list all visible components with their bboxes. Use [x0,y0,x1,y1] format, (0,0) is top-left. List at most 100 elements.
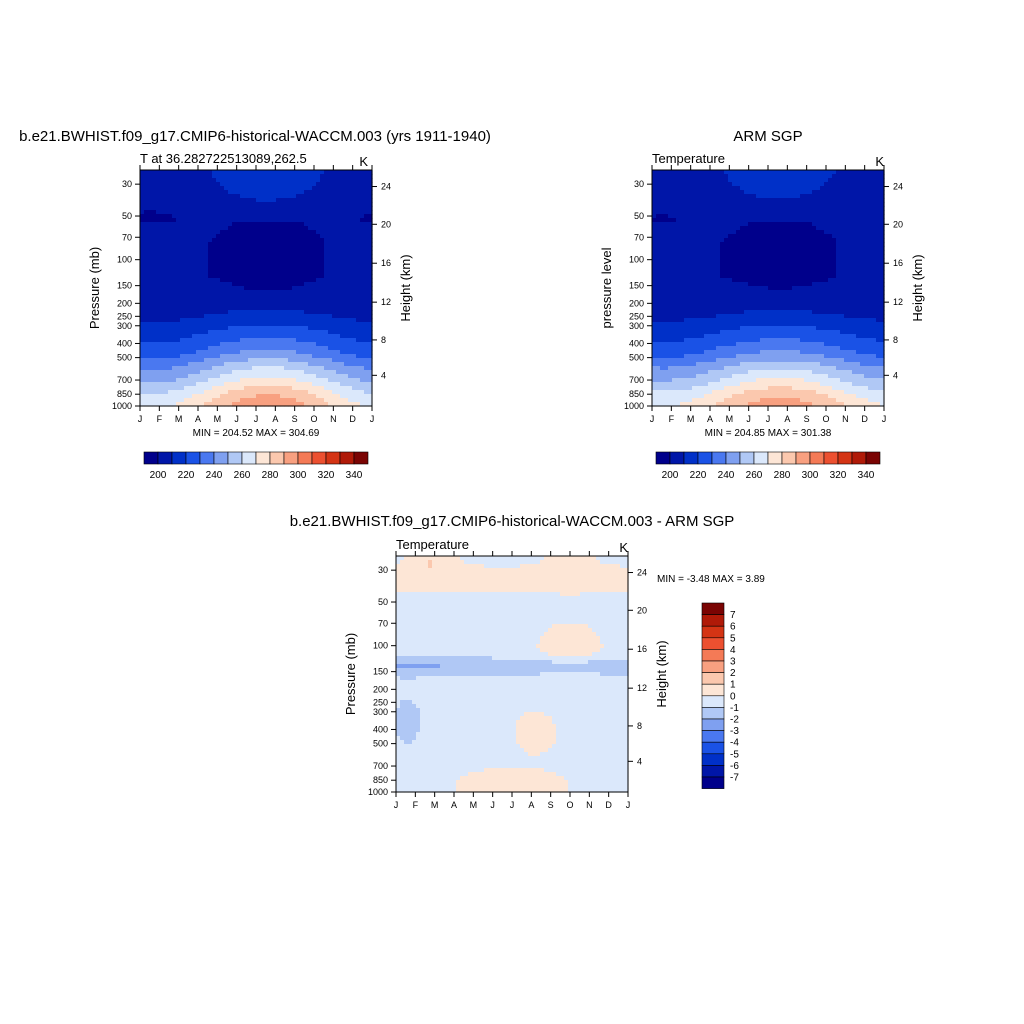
field-cell [336,354,341,359]
field-cell [260,402,265,407]
field-cell [228,250,233,255]
field-cell [364,290,369,295]
field-cell [812,266,817,271]
field-cell [860,238,865,243]
field-cell [268,214,273,219]
field-cell [356,302,361,307]
field-cell [156,238,161,243]
field-cell [824,190,829,195]
field-cell [276,298,281,303]
field-cell [344,298,349,303]
field-cell [220,186,225,191]
field-cell [872,214,877,219]
field-cell [368,386,373,391]
field-cell [244,198,249,203]
field-cell [332,250,337,255]
field-cell [276,254,281,259]
field-cell [760,194,765,199]
field-cell [748,254,753,259]
field-cell [672,198,677,203]
field-cell [676,206,681,211]
field-cell [152,286,157,291]
field-cell [792,258,797,263]
field-cell [248,342,253,347]
field-cell [168,226,173,231]
field-cell [248,198,253,203]
field-cell [336,182,341,187]
field-cell [300,258,305,263]
field-cell [332,266,337,271]
field-cell [344,226,349,231]
field-cell [336,214,341,219]
field-cell [876,214,881,219]
field-cell [252,350,257,355]
field-cell [696,254,701,259]
field-cell [288,362,293,367]
field-cell [280,394,285,399]
field-cell [240,382,245,387]
field-cell [840,174,845,179]
field-cell [772,178,777,183]
field-cell [828,242,833,247]
field-cell [784,194,789,199]
field-cell [740,198,745,203]
field-cell [780,246,785,251]
field-cell [236,242,241,247]
field-cell [184,378,189,383]
field-cell [292,222,297,227]
field-cell [336,402,341,407]
field-cell [852,262,857,267]
field-cell [240,378,245,383]
field-cell [764,218,769,223]
field-cell [336,194,341,199]
field-cell [364,370,369,375]
field-cell [164,258,169,263]
field-cell [192,218,197,223]
x-tick-label: J [254,414,259,424]
field-cell [288,194,293,199]
field-cell [332,202,337,207]
field-cell [348,262,353,267]
field-cell [228,262,233,267]
field-cell [240,294,245,299]
field-cell [164,286,169,291]
field-cell [296,214,301,219]
field-cell [212,298,217,303]
field-cell [152,394,157,399]
field-cell [852,222,857,227]
field-cell [768,230,773,235]
field-cell [292,214,297,219]
field-cell [656,186,661,191]
field-cell [288,386,293,391]
field-cell [216,286,221,291]
field-cell [756,202,761,207]
field-cell [660,214,665,219]
field-cell [784,242,789,247]
field-cell [268,398,273,403]
field-cell [208,346,213,351]
field-cell [216,214,221,219]
field-cell [172,318,177,323]
field-cell [340,306,345,311]
field-cell [240,394,245,399]
field-cell [848,210,853,215]
field-cell [344,346,349,351]
field-cell [256,242,261,247]
field-cell [796,206,801,211]
field-cell [268,262,273,267]
field-cell [228,322,233,327]
field-cell [820,170,825,175]
field-cell [200,214,205,219]
field-cell [712,206,717,211]
field-cell [184,218,189,223]
field-cell [240,326,245,331]
field-cell [180,402,185,407]
field-cell [792,202,797,207]
field-cell [368,322,373,327]
field-cell [672,214,677,219]
field-cell [236,266,241,271]
field-cell [864,206,869,211]
field-cell [164,334,169,339]
field-cell [264,366,269,371]
field-cell [820,182,825,187]
